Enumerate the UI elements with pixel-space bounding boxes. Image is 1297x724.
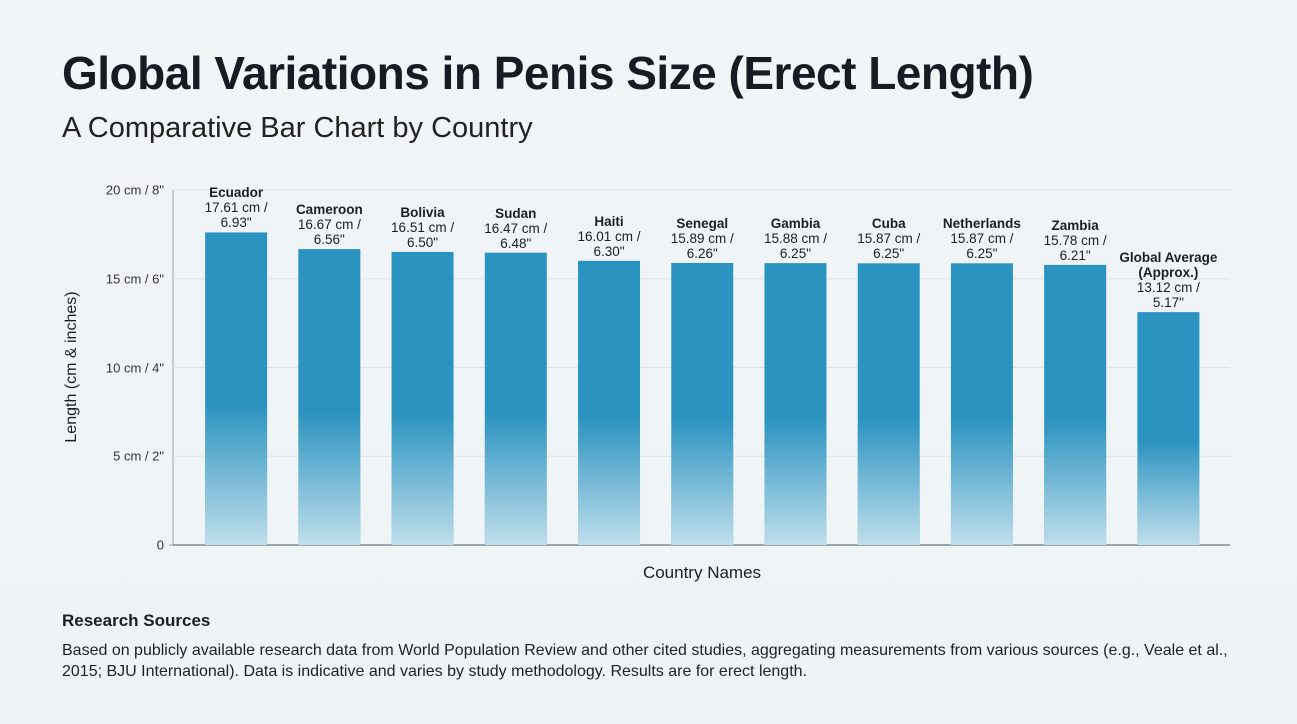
bar-fade (205, 232, 268, 546)
bar-label: Bolivia 16.51 cm / 6.50" (368, 205, 478, 250)
value-label: 15.87 cm / 6.25" (950, 231, 1014, 262)
bar-label: Cameroon 16.67 cm / 6.56" (274, 202, 384, 247)
y-tick-label: 5 cm / 2" (113, 448, 164, 464)
bar-label: Cuba 15.87 cm / 6.25" (834, 216, 944, 261)
bar-label: Ecuador 17.61 cm / 6.93" (181, 185, 291, 230)
value-label: 16.47 cm / 6.48" (484, 220, 548, 251)
bar-fade (857, 263, 920, 545)
category-label: Zambia (1051, 217, 1099, 233)
category-label: Senegal (676, 215, 729, 231)
category-label: Bolivia (400, 204, 445, 220)
bar-fade (578, 260, 641, 545)
x-axis-title: Country Names (642, 563, 762, 582)
bar-fade (950, 263, 1013, 545)
value-label: 15.87 cm / 6.25" (857, 231, 921, 262)
bar-fade (298, 249, 361, 546)
y-tick-label: 20 cm / 8" (105, 182, 164, 198)
chart-subtitle: A Comparative Bar Chart by Country (62, 112, 533, 144)
category-label: Ecuador (209, 185, 264, 201)
bar-fade (484, 252, 547, 545)
notes-title: Research Sources (62, 611, 211, 630)
value-label: 17.61 cm / 6.93" (204, 200, 268, 231)
category-label: Sudan (495, 205, 537, 221)
bar-label: Global Average (Approx.) 13.12 cm / 5.17" (1113, 250, 1223, 310)
value-label: 15.78 cm / 6.21" (1043, 232, 1107, 263)
y-tick-label: 15 cm / 6" (105, 271, 164, 287)
bar-label: Gambia 15.88 cm / 6.25" (740, 216, 850, 261)
value-label: 15.89 cm / 6.26" (670, 230, 734, 261)
category-label: Cuba (871, 216, 906, 232)
bar-fade (1137, 312, 1200, 545)
value-label: 16.01 cm / 6.30" (577, 228, 641, 259)
category-label: Netherlands (942, 216, 1021, 232)
bar-fade (391, 251, 454, 545)
y-axis-title: Length (cm & inches) (63, 291, 80, 443)
bar-label: Senegal 15.89 cm / 6.26" (647, 216, 757, 261)
bar-label: Haiti 16.01 cm / 6.30" (554, 214, 664, 259)
category-label: Cameroon (295, 202, 363, 218)
y-tick-label: 0 (156, 537, 164, 553)
chart-title: Global Variations in Penis Size (Erect L… (62, 47, 1034, 99)
category-label: Gambia (770, 216, 821, 232)
value-label: 13.12 cm / 5.17" (1136, 280, 1200, 311)
value-label: 16.51 cm / 6.50" (391, 219, 455, 250)
bar-label: Sudan 16.47 cm / 6.48" (461, 206, 571, 251)
bar-label: Zambia 15.78 cm / 6.21" (1020, 218, 1130, 263)
category-label: Haiti (594, 213, 624, 229)
y-tick-label: 10 cm / 4" (105, 360, 164, 375)
value-label: 16.67 cm / 6.56" (297, 217, 361, 248)
bar-fade (764, 263, 827, 545)
notes: Based on publicly available research dat… (62, 642, 1228, 680)
bar-fade (671, 262, 734, 545)
bar-label: Netherlands 15.87 cm / 6.25" (927, 216, 1037, 261)
value-label: 15.88 cm / 6.25" (763, 231, 827, 262)
category-label: Global Average (Approx.) (1119, 250, 1218, 281)
bar-fade (1044, 264, 1107, 545)
